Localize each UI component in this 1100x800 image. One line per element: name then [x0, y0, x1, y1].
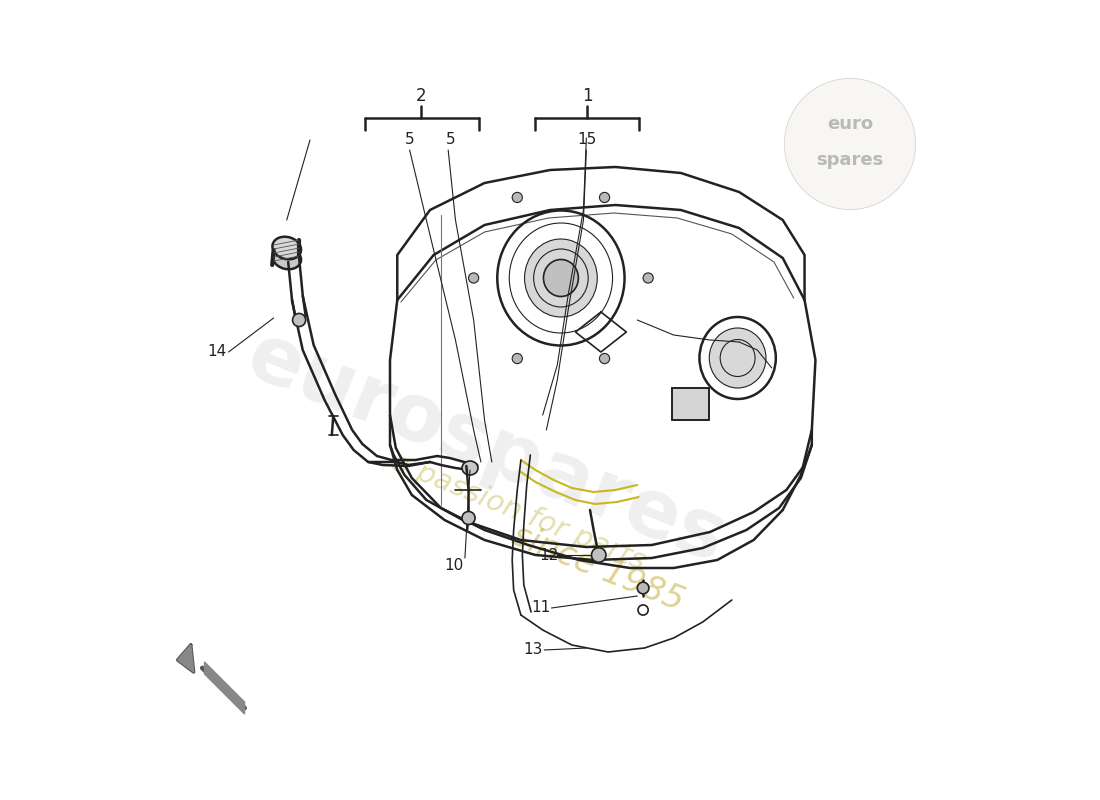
Circle shape — [513, 192, 522, 202]
Circle shape — [600, 354, 609, 364]
Circle shape — [592, 548, 606, 562]
Circle shape — [600, 192, 609, 202]
Bar — [672, 388, 708, 420]
Text: 5: 5 — [446, 133, 455, 147]
Ellipse shape — [462, 461, 478, 475]
Ellipse shape — [543, 259, 579, 297]
Text: a passion for parts: a passion for parts — [387, 448, 649, 576]
Text: 10: 10 — [444, 558, 463, 573]
Text: since 1985: since 1985 — [507, 518, 689, 618]
Circle shape — [293, 314, 306, 326]
Ellipse shape — [525, 239, 597, 317]
Circle shape — [462, 511, 475, 525]
Text: eurospares: eurospares — [235, 317, 737, 579]
Circle shape — [469, 273, 478, 283]
Circle shape — [637, 582, 649, 594]
Circle shape — [513, 354, 522, 364]
Ellipse shape — [710, 328, 766, 388]
Ellipse shape — [273, 246, 301, 270]
Text: euro: euro — [827, 115, 873, 133]
Polygon shape — [205, 662, 244, 714]
Text: 1: 1 — [582, 87, 593, 105]
Text: 5: 5 — [405, 133, 415, 147]
Polygon shape — [177, 645, 194, 672]
Text: 13: 13 — [524, 642, 543, 658]
Circle shape — [644, 273, 653, 283]
Circle shape — [784, 78, 915, 210]
Text: 14: 14 — [207, 345, 227, 359]
Text: 12: 12 — [539, 547, 558, 562]
Text: 15: 15 — [578, 133, 596, 147]
Text: spares: spares — [816, 151, 883, 169]
Ellipse shape — [273, 237, 301, 259]
Text: 11: 11 — [531, 601, 551, 615]
Text: 2: 2 — [416, 87, 427, 105]
